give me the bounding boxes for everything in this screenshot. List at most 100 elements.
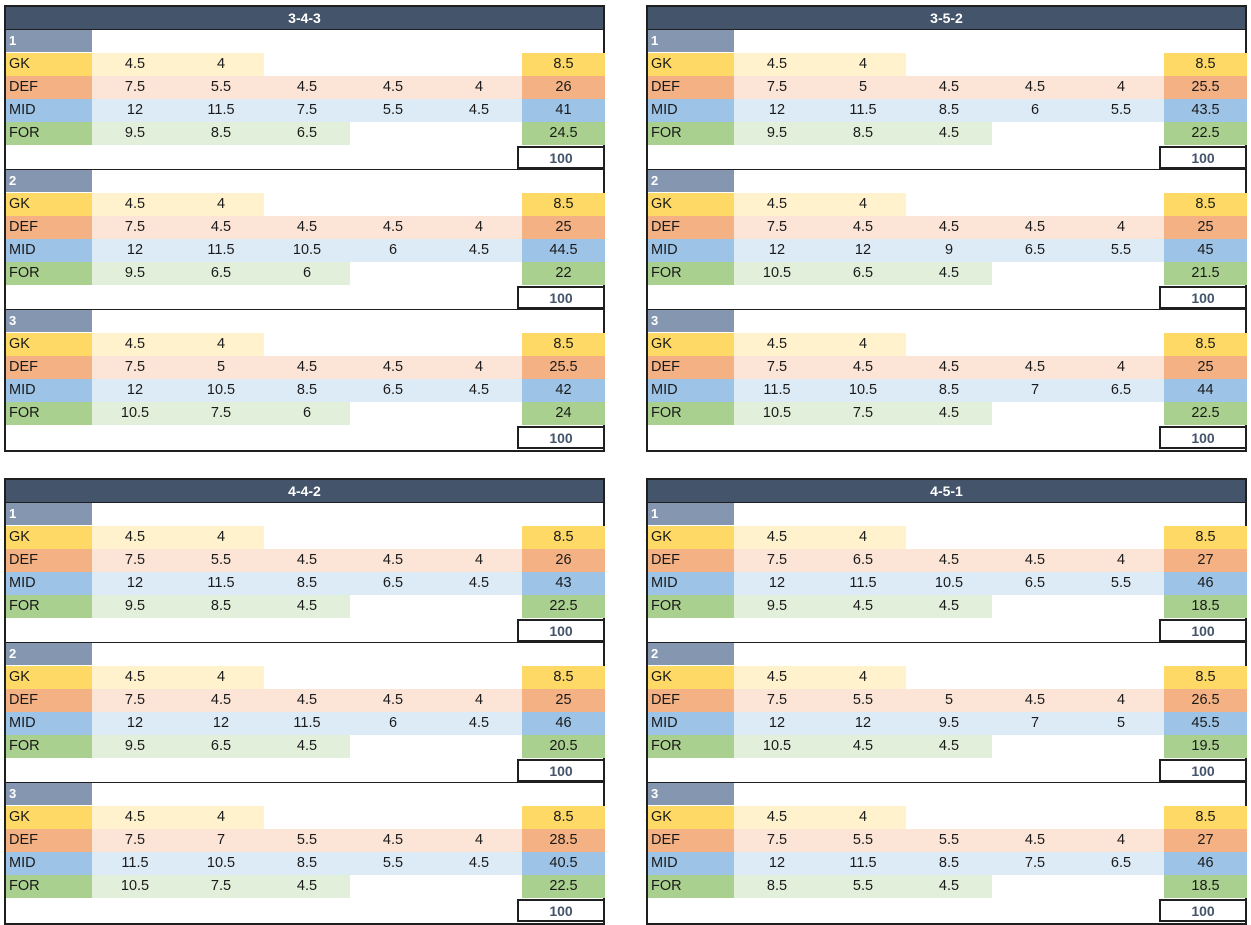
player-value: 7 (992, 379, 1078, 402)
row-total: 21.5 (1164, 262, 1247, 285)
player-value: 7.5 (92, 216, 178, 239)
row-total: 46 (522, 712, 605, 735)
player-value: 12 (92, 712, 178, 735)
grand-total: 100 (1159, 899, 1245, 922)
player-value: 5.5 (820, 875, 906, 898)
position-row-def: DEF 7.5 5.5 5 4.5 4 26.5 (648, 689, 1247, 712)
player-value: 4.5 (264, 76, 350, 99)
position-label: FOR (6, 595, 92, 618)
player-value: 4.5 (820, 595, 906, 618)
row-total: 19.5 (1164, 735, 1247, 758)
player-value: 7.5 (92, 829, 178, 852)
position-row-gk: GK 4.5 4 8.5 (6, 193, 605, 216)
position-label: MID (648, 572, 734, 595)
option-number: 2 (6, 170, 92, 192)
position-label: FOR (648, 122, 734, 145)
player-value: 4.5 (992, 356, 1078, 379)
position-label: GK (648, 806, 734, 829)
player-value: 4 (1078, 216, 1164, 239)
row-total: 22 (522, 262, 605, 285)
player-value: 4.5 (92, 806, 178, 829)
position-label: FOR (6, 875, 92, 898)
row-total: 40.5 (522, 852, 605, 875)
player-value: 4.5 (350, 216, 436, 239)
position-label: DEF (6, 549, 92, 572)
player-value: 4.5 (436, 852, 522, 875)
player-value: 11.5 (820, 572, 906, 595)
position-row-mid: MID 12 10.5 8.5 6.5 4.5 42 (6, 379, 605, 402)
player-value: 12 (734, 572, 820, 595)
position-row-mid: MID 12 11.5 10.5 6 4.5 44.5 (6, 239, 605, 262)
position-row-for: FOR 9.5 8.5 6.5 24.5 (6, 122, 605, 145)
row-total: 25.5 (522, 356, 605, 379)
row-total: 27 (1164, 549, 1247, 572)
option-block: 3 GK 4.5 4 8.5 DEF 7.5 4.5 4.5 4.5 4 25 MID 11.5 10.5 8… (648, 310, 1247, 450)
option-block: 1 GK 4.5 4 8.5 DEF 7.5 5 4.5 4.5 4 25.5 MID 12 11.5 8.5… (648, 30, 1247, 170)
player-value: 4 (1078, 829, 1164, 852)
player-value: 6.5 (178, 262, 264, 285)
player-value: 8.5 (264, 852, 350, 875)
player-value: 4 (1078, 689, 1164, 712)
player-value: 5.5 (1078, 99, 1164, 122)
formation-panel: 3-4-3 1 GK 4.5 4 8.5 DEF 7.5 5.5 4.5 4.5 4 26 MID 12 11… (4, 5, 605, 452)
option-block: 2 GK 4.5 4 8.5 DEF 7.5 4.5 4.5 4.5 4 25 MID 12 12 9 6.5 5… (648, 170, 1247, 310)
position-row-mid: MID 12 12 9.5 7 5 45.5 (648, 712, 1247, 735)
position-row-def: DEF 7.5 4.5 4.5 4.5 4 25 (6, 689, 605, 712)
player-value: 7.5 (734, 689, 820, 712)
player-value: 12 (820, 712, 906, 735)
player-value: 7.5 (734, 829, 820, 852)
position-label: GK (6, 53, 92, 76)
position-row-gk: GK 4.5 4 8.5 (648, 526, 1247, 549)
position-row-gk: GK 4.5 4 8.5 (648, 53, 1247, 76)
player-value: 7.5 (992, 852, 1078, 875)
position-label: FOR (648, 402, 734, 425)
player-value: 10.5 (906, 572, 992, 595)
position-row-for: FOR 9.5 6.5 6 22 (6, 262, 605, 285)
position-label: GK (648, 666, 734, 689)
position-label: DEF (648, 76, 734, 99)
position-row-gk: GK 4.5 4 8.5 (648, 666, 1247, 689)
position-label: GK (648, 53, 734, 76)
player-value: 4.5 (906, 262, 992, 285)
row-total: 8.5 (522, 333, 605, 356)
position-label: FOR (6, 402, 92, 425)
position-row-mid: MID 12 11.5 8.5 6 5.5 43.5 (648, 99, 1247, 122)
player-value: 4.5 (92, 193, 178, 216)
player-value: 4.5 (992, 689, 1078, 712)
player-value: 12 (92, 379, 178, 402)
player-value: 5.5 (820, 689, 906, 712)
position-row-def: DEF 7.5 4.5 4.5 4.5 4 25 (6, 216, 605, 239)
row-total: 8.5 (1164, 806, 1247, 829)
player-value: 8.5 (820, 122, 906, 145)
position-row-def: DEF 7.5 5.5 4.5 4.5 4 26 (6, 549, 605, 572)
player-value: 4.5 (264, 875, 350, 898)
player-value: 4.5 (734, 193, 820, 216)
player-value: 6.5 (350, 572, 436, 595)
position-row-gk: GK 4.5 4 8.5 (6, 526, 605, 549)
position-label: MID (6, 379, 92, 402)
player-value: 12 (734, 99, 820, 122)
player-value: 11.5 (92, 852, 178, 875)
player-value: 12 (734, 852, 820, 875)
player-value: 4.5 (264, 689, 350, 712)
player-value: 10.5 (734, 402, 820, 425)
player-value: 5.5 (178, 76, 264, 99)
player-value: 4.5 (264, 356, 350, 379)
option-number: 3 (6, 783, 92, 805)
option-number: 1 (6, 30, 92, 52)
player-value: 4 (820, 526, 906, 549)
position-label: GK (6, 333, 92, 356)
row-total: 43 (522, 572, 605, 595)
position-label: MID (648, 239, 734, 262)
position-label: MID (6, 712, 92, 735)
player-value: 4 (436, 829, 522, 852)
player-value: 9.5 (92, 735, 178, 758)
player-value: 4 (820, 806, 906, 829)
option-number: 2 (6, 643, 92, 665)
row-total: 8.5 (522, 53, 605, 76)
player-value: 8.5 (178, 122, 264, 145)
position-label: MID (648, 99, 734, 122)
player-value: 12 (734, 712, 820, 735)
position-row-mid: MID 12 11.5 8.5 7.5 6.5 46 (648, 852, 1247, 875)
position-row-def: DEF 7.5 5.5 4.5 4.5 4 26 (6, 76, 605, 99)
